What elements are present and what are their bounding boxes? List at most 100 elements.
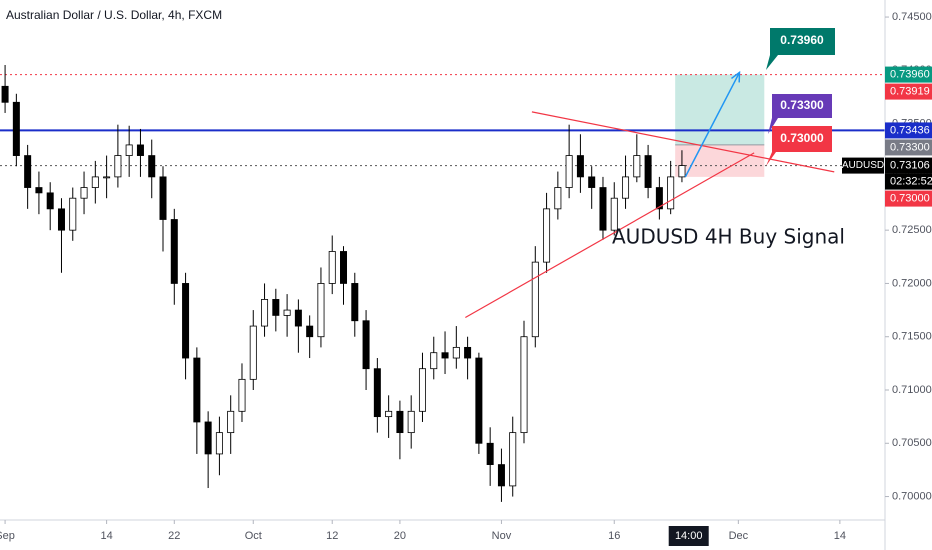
callout-box xyxy=(768,94,832,134)
candle-body xyxy=(633,155,641,178)
y-tick-label: 0.70500 xyxy=(892,437,932,449)
candle-body xyxy=(565,155,573,188)
crosshair-x-box xyxy=(668,526,709,546)
candle-body xyxy=(215,432,223,455)
candle-body xyxy=(622,176,630,199)
x-tick-label: 22 xyxy=(168,530,180,542)
countdown-label: 02:32:52 xyxy=(890,175,932,187)
candle-body xyxy=(497,464,505,487)
candle-body xyxy=(644,155,652,188)
y-tick-label: 0.74500 xyxy=(892,11,932,23)
candle-body xyxy=(80,187,88,199)
candle-body xyxy=(114,155,122,178)
candle-body xyxy=(610,197,618,231)
countdown-tag xyxy=(885,173,932,190)
symbol-label: AUDUSD xyxy=(842,160,884,171)
candle-body xyxy=(227,410,235,434)
candle-body xyxy=(588,176,596,188)
candle-body xyxy=(238,378,246,412)
arrow-head xyxy=(731,70,741,83)
candle-body xyxy=(272,299,280,316)
annotation: AUDUSD 4H Buy Signal xyxy=(612,225,845,249)
symbol-tag xyxy=(842,157,884,174)
price-tag xyxy=(885,66,932,83)
candle-body xyxy=(430,352,438,370)
candle-body xyxy=(678,165,686,178)
axes: 0.70000 0.70500 0.71000 0.71500 0.72000 0.725… xyxy=(0,11,932,546)
candle-body xyxy=(24,155,32,188)
x-tick-label: Nov xyxy=(492,530,512,542)
x-tick-label: Dec xyxy=(729,530,749,542)
entry-callout: 0.73300 xyxy=(768,94,832,134)
trendline xyxy=(465,152,755,319)
candle-body xyxy=(204,421,212,455)
y-tick-label: 0.72000 xyxy=(892,277,932,289)
candle-body xyxy=(396,410,404,434)
candle-body xyxy=(136,144,144,156)
x-tick-label: Sep xyxy=(0,530,15,542)
candle-body xyxy=(261,299,269,327)
candle-body xyxy=(249,325,257,380)
price-tag-label: 0.73960 xyxy=(890,68,930,80)
candle-body xyxy=(125,144,133,156)
price-tag xyxy=(885,139,932,156)
candle-body xyxy=(373,368,381,418)
price-tag-label: 0.73919 xyxy=(890,85,930,97)
price-tag xyxy=(885,83,932,100)
candle-body xyxy=(452,346,460,359)
chart-title: Australian Dollar / U.S. Dollar, 4h, FXC… xyxy=(6,8,222,22)
candle-body xyxy=(1,85,9,103)
callout-label: 0.73000 xyxy=(780,131,824,145)
candle-body xyxy=(306,325,314,338)
candle-body xyxy=(655,187,663,210)
price-tag-label: 0.73436 xyxy=(890,124,930,136)
y-tick-label: 0.70000 xyxy=(892,490,932,502)
candle-body xyxy=(283,309,291,316)
candle-body xyxy=(667,176,675,210)
callout-label: 0.73960 xyxy=(780,33,824,47)
x-tick-label: 14 xyxy=(834,530,846,542)
plot xyxy=(0,65,885,502)
candle-body xyxy=(509,432,517,487)
candle-body xyxy=(418,368,426,412)
x-tick-label: Oct xyxy=(245,530,262,542)
stop-callout: 0.73000 xyxy=(766,126,832,166)
y-tick-label: 0.72500 xyxy=(892,224,932,236)
candle-body xyxy=(520,336,528,434)
y-tick-label: 0.71500 xyxy=(892,331,932,343)
stop-zone xyxy=(675,144,765,177)
candle-body xyxy=(159,176,167,220)
x-tick-label: 12 xyxy=(326,530,338,542)
callout-box xyxy=(766,126,832,166)
candle-body xyxy=(351,283,359,322)
price-tag-label: 0.73300 xyxy=(890,141,930,153)
candle-body xyxy=(576,155,584,178)
candle-body xyxy=(464,346,472,359)
candle-body xyxy=(475,357,483,444)
candle-body xyxy=(294,309,302,327)
candle-body xyxy=(362,320,370,370)
y-tick-label: 0.71000 xyxy=(892,384,932,396)
candle-body xyxy=(35,187,43,194)
candle-body xyxy=(103,176,111,179)
candle-body xyxy=(328,251,336,284)
candle-body xyxy=(69,197,77,231)
candle-body xyxy=(91,176,99,188)
callout-label: 0.73300 xyxy=(780,98,824,112)
crosshair-x-label: 14:00 xyxy=(675,530,703,542)
candle-body xyxy=(193,357,201,423)
price-tag xyxy=(885,157,932,174)
trendline xyxy=(531,111,835,173)
price-tag-label: 0.73000 xyxy=(890,192,930,204)
candle-body xyxy=(46,192,54,210)
candle-body xyxy=(170,219,178,284)
candle-body xyxy=(340,251,348,284)
candle-body xyxy=(148,155,156,178)
callout-box xyxy=(766,28,835,70)
price-tag-label: 0.73106 xyxy=(890,159,930,171)
candle-body xyxy=(12,101,20,156)
candle-body xyxy=(543,208,551,263)
candle-body xyxy=(599,187,607,231)
candle-body xyxy=(531,261,539,338)
